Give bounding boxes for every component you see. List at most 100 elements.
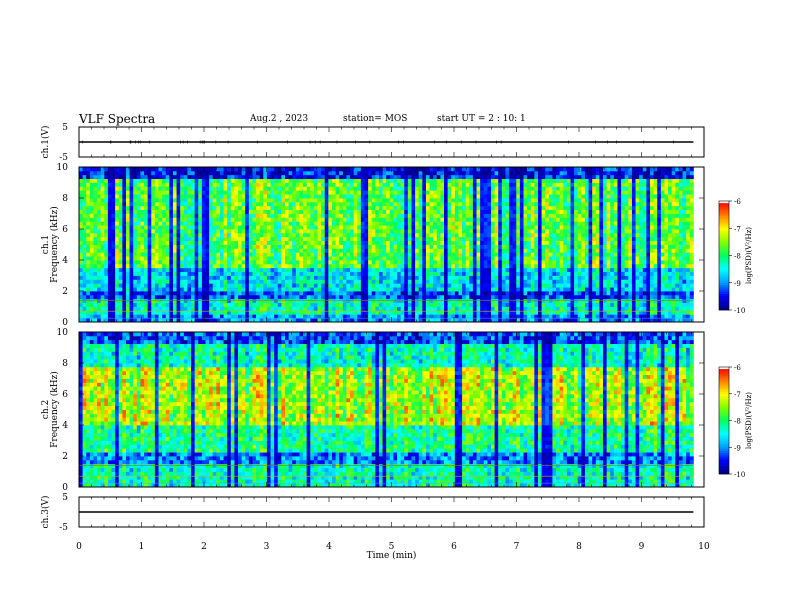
spectrogram-cell — [397, 283, 402, 288]
spectrogram-cell — [100, 232, 105, 238]
spectrogram-cell — [241, 194, 246, 199]
spectrogram-cell — [169, 271, 174, 276]
spectrogram-cell — [104, 232, 109, 238]
spectrogram-cell — [393, 271, 398, 276]
spectrogram-cell — [523, 256, 528, 261]
spectrogram-cell — [158, 291, 163, 296]
spectrogram-cell — [303, 174, 308, 180]
spectrogram-cell — [483, 267, 488, 273]
spectrogram-cell — [191, 186, 196, 191]
spectrogram-cell — [136, 229, 141, 234]
spectrogram-cell — [527, 283, 532, 288]
spectrogram-cell — [512, 318, 517, 323]
spectrogram-cell — [299, 260, 304, 265]
spectrogram-cell — [313, 314, 318, 319]
spectrogram-cell — [306, 267, 311, 273]
spectrogram-cell — [140, 221, 145, 226]
spectrogram-cell — [386, 267, 391, 273]
spectrogram-cell — [241, 271, 246, 276]
spectrogram-cell — [212, 170, 217, 176]
spectrogram-cell — [79, 236, 84, 242]
spectrogram-cell — [230, 205, 235, 211]
spectrogram-cell — [389, 236, 394, 242]
spectrogram-cell — [115, 170, 120, 176]
spectrogram-cell — [404, 271, 409, 276]
spectrogram-cell — [245, 248, 250, 253]
spectrogram-cell — [368, 256, 373, 261]
spectrogram-cell — [310, 252, 315, 257]
spectrogram-cell — [527, 306, 532, 311]
spectrogram-cell — [360, 190, 365, 195]
spectrogram-cell — [97, 174, 102, 180]
spectrogram-cell — [303, 205, 308, 211]
spectrogram-cell — [79, 248, 84, 253]
spectrogram-cell — [219, 225, 224, 230]
spectrogram-cell — [263, 294, 268, 300]
spectrogram-cell — [151, 291, 156, 296]
spectrogram-cell — [422, 240, 427, 245]
spectrogram-cell — [415, 198, 420, 203]
spectrogram-cell — [342, 298, 347, 304]
spectrogram-cell — [505, 279, 510, 284]
spectrogram-cell — [310, 167, 315, 172]
spectrogram-cell — [353, 201, 358, 207]
spectrogram-cell — [162, 221, 167, 226]
spectrogram-cell — [382, 260, 387, 265]
spectrogram-cell — [487, 170, 492, 176]
spectrogram-cell — [270, 248, 275, 253]
spectrogram-cell — [219, 201, 224, 207]
spectrogram-cell — [252, 279, 257, 284]
spectrogram-cell — [342, 279, 347, 284]
spectrogram-cell — [335, 256, 340, 261]
spectrogram-cell — [310, 213, 315, 218]
spectrogram-cell — [165, 283, 170, 288]
spectrogram-cell — [458, 306, 463, 311]
spectrogram-cell — [256, 205, 261, 211]
spectrogram-cell — [328, 205, 333, 211]
spectrogram-cell — [407, 213, 412, 218]
spectrogram-cell — [176, 279, 181, 284]
spectrogram-cell — [342, 248, 347, 253]
spectrogram-cell — [281, 248, 286, 253]
spectrogram-cell — [292, 279, 297, 284]
spectrogram-cell — [397, 271, 402, 276]
spectrogram-cell — [158, 267, 163, 273]
spectrogram-cell — [494, 263, 499, 269]
spectrogram-cell — [111, 232, 116, 238]
spectrogram-cell — [425, 244, 430, 249]
spectrogram-cell — [129, 279, 134, 284]
spectrogram-cell — [498, 306, 503, 311]
spectrogram-cell — [447, 205, 452, 211]
spectrogram-cell — [469, 225, 474, 230]
spectrogram-cell — [397, 221, 402, 226]
spectrogram-cell — [429, 260, 434, 265]
spectrogram-cell — [386, 209, 391, 214]
spectrogram-cell — [118, 232, 123, 238]
spectrogram-cell — [172, 306, 177, 311]
spectrogram-cell — [118, 190, 123, 195]
spectrogram-cell — [386, 205, 391, 211]
spectrogram-cell — [487, 225, 492, 230]
spectrogram-cell — [219, 167, 224, 172]
spectrogram-cell — [82, 205, 87, 211]
spectrogram-cell — [397, 318, 402, 323]
spectrogram-cell — [472, 283, 477, 288]
spectrogram-cell — [317, 267, 322, 273]
spectrogram-cell — [444, 201, 449, 207]
spectrogram-cell — [277, 225, 282, 230]
spectrogram-cell — [382, 232, 387, 238]
spectrogram-cell — [469, 201, 474, 207]
spectrogram-cell — [107, 209, 112, 214]
spectrogram-cell — [169, 256, 174, 261]
spectrogram-cell — [89, 310, 94, 315]
spectrogram-cell — [133, 167, 138, 172]
spectrogram-cell — [147, 209, 152, 214]
spectrogram-cell — [266, 170, 271, 176]
spectrogram-cell — [198, 260, 203, 265]
spectrogram-cell — [256, 248, 261, 253]
spectrogram-cell — [270, 287, 275, 292]
spectrogram-cell — [501, 314, 506, 319]
spectrogram-cell — [498, 186, 503, 191]
spectrogram-cell — [133, 256, 138, 261]
spectrogram-cell — [527, 271, 532, 276]
